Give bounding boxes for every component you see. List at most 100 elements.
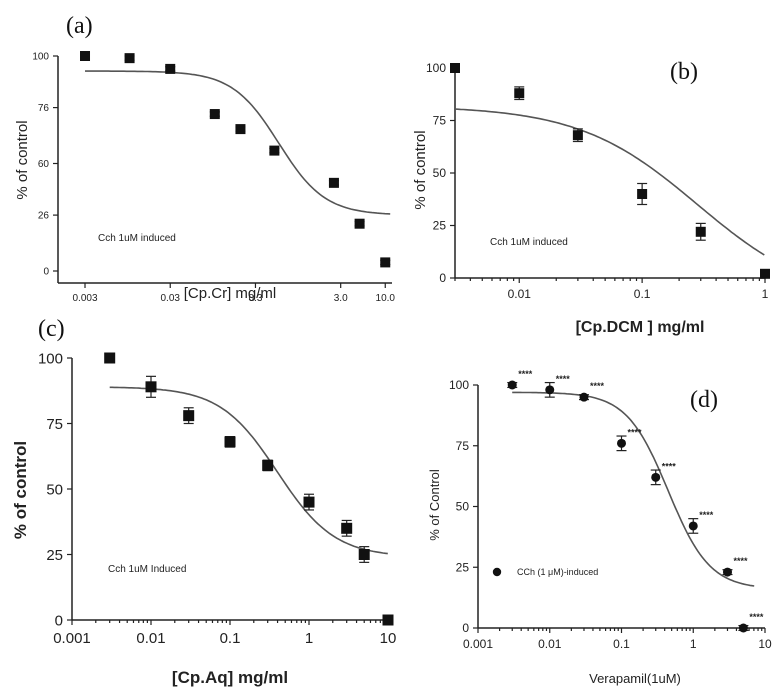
x-tick-label: 10.0: [376, 293, 396, 304]
data-point: [328, 177, 339, 188]
significance-label: ****: [628, 427, 643, 437]
y-tick-label: 100: [32, 52, 49, 63]
x-tick-label: 1: [690, 637, 697, 651]
panel-d-legend-label: CCh (1 μM)-induced: [517, 567, 598, 577]
significance-label: ****: [556, 374, 571, 384]
y-tick-label: 0: [462, 621, 469, 635]
fit-curve: [512, 391, 755, 587]
panel-b-annotation: Cch 1uM induced: [490, 237, 568, 248]
panel-b-xlabel: [Cp.DCM ] mg/ml: [576, 319, 705, 336]
y-tick-label: 0: [439, 271, 446, 285]
y-tick-label: 75: [46, 416, 63, 433]
panel-c-annotation: Cch 1uM Induced: [108, 564, 186, 575]
panel-d: (d) % of Control Verapamil(1uM) CCh (1 μ…: [427, 369, 772, 686]
y-tick-label: 0: [43, 267, 49, 278]
panel-d-plot: 0 25 50 75 100 0.001 0.01 0.1 1 10 **** **** **** ***…: [449, 369, 772, 651]
data-point: [617, 438, 626, 448]
data-point: [145, 381, 157, 393]
significance-label: ****: [733, 556, 748, 566]
y-tick-label: 25: [433, 219, 447, 233]
x-tick-label: 0.01: [136, 630, 165, 647]
panel-b-plot: 0 25 50 75 100 0.01 0.1 1: [426, 61, 770, 301]
x-tick-label: 0.001: [53, 630, 91, 647]
y-tick-label: 76: [38, 103, 50, 114]
panel-c-xlabel: [Cp.Aq] mg/ml: [172, 668, 288, 687]
significance-label: ****: [699, 510, 714, 520]
data-point: [738, 623, 748, 633]
data-point: [695, 226, 706, 237]
x-tick-label: 0.03: [161, 293, 181, 304]
y-tick-label: 26: [38, 211, 50, 222]
data-point: [637, 189, 648, 199]
data-point: [722, 567, 732, 577]
data-point: [124, 53, 135, 64]
fit-curve: [85, 70, 391, 215]
significance-label: ****: [518, 369, 533, 379]
data-point: [380, 257, 391, 268]
data-point: [80, 51, 91, 61]
data-point: [507, 380, 517, 390]
panel-a-ylabel: % of control: [14, 120, 31, 199]
y-tick-label: 0: [55, 612, 63, 629]
panel-a-plot: 0 26 60 76 100 0.003 0.03 0.3 3.0 10.0: [32, 51, 395, 304]
data-point: [209, 109, 220, 120]
data-point: [514, 88, 525, 99]
panel-b: (b) % of control [Cp.DCM ] mg/ml Cch 1uM…: [412, 59, 770, 336]
significance-label: ****: [749, 612, 764, 622]
data-point: [262, 459, 274, 471]
data-point: [450, 63, 460, 73]
data-point: [760, 268, 770, 279]
data-point: [354, 218, 365, 229]
data-point: [303, 496, 315, 508]
panel-a: (a) % of control [Cp.Cr] mg/ml Cch 1uM i…: [14, 13, 395, 304]
x-tick-label: 1: [762, 287, 769, 301]
panel-a-annotation: Cch 1uM induced: [98, 233, 176, 244]
significance-label: ****: [662, 461, 677, 471]
x-tick-label: 1: [305, 630, 313, 647]
panel-d-ylabel: % of Control: [427, 469, 442, 541]
x-tick-label: 0.1: [634, 287, 651, 301]
x-tick-label: 10: [380, 630, 397, 647]
panel-b-label: (b): [670, 59, 698, 85]
data-point: [104, 352, 116, 364]
data-point: [341, 522, 353, 534]
x-tick-label: 10: [758, 637, 772, 651]
data-point: [651, 472, 661, 482]
y-tick-label: 75: [456, 439, 470, 453]
data-point: [269, 145, 280, 156]
data-point: [382, 614, 394, 626]
panel-c-plot: 0 25 50 75 100 0.001 0.01 0.1 1 10: [38, 350, 396, 647]
panel-d-legend-marker: [492, 567, 502, 577]
y-tick-label: 50: [46, 481, 63, 498]
panel-b-ylabel: % of control: [412, 130, 429, 209]
data-point: [183, 410, 195, 422]
data-point: [579, 392, 589, 402]
panel-d-xlabel: Verapamil(1uM): [589, 671, 681, 686]
data-point: [235, 124, 246, 135]
y-tick-label: 100: [449, 378, 469, 392]
x-tick-label: 0.1: [220, 630, 241, 647]
x-tick-label: 3.0: [334, 293, 348, 304]
y-tick-label: 100: [38, 350, 63, 367]
y-tick-label: 50: [456, 500, 470, 514]
data-point: [358, 549, 370, 560]
data-point: [545, 385, 555, 395]
data-point: [572, 130, 583, 141]
data-point: [165, 63, 176, 74]
panel-c: (c) % of control [Cp.Aq] mg/ml Cch 1uM I…: [11, 316, 396, 687]
y-tick-label: 50: [433, 166, 447, 180]
panel-d-label: (d): [690, 387, 718, 413]
y-tick-label: 25: [46, 547, 63, 564]
significance-label: ****: [590, 381, 605, 391]
x-tick-label: 0.001: [463, 637, 493, 651]
x-tick-label: 0.01: [538, 637, 562, 651]
y-tick-label: 25: [456, 560, 470, 574]
x-tick-label: 0.01: [508, 287, 532, 301]
y-tick-label: 100: [426, 61, 446, 75]
y-tick-label: 60: [38, 159, 50, 170]
y-tick-label: 75: [433, 114, 447, 128]
data-point: [224, 436, 236, 448]
x-tick-label: 0.3: [249, 293, 263, 304]
fit-curve: [454, 108, 765, 256]
